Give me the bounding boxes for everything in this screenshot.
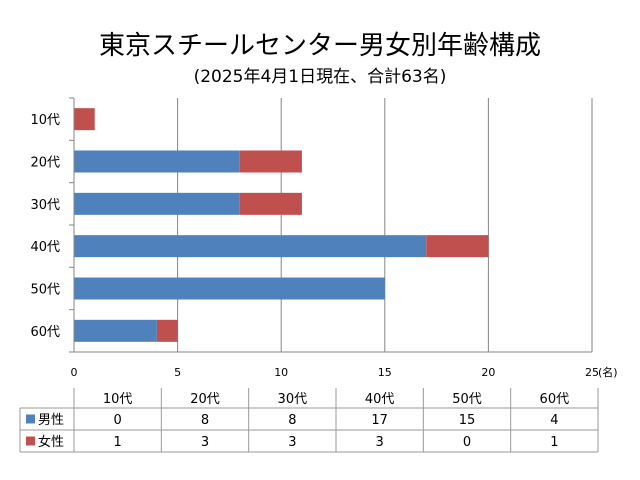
table-header-cell: 10代 [103, 392, 133, 407]
table-header-cell: 30代 [278, 392, 308, 407]
table-value-cell: 1 [550, 435, 558, 450]
legend-swatch-male [26, 414, 35, 424]
table-value-cell: 3 [376, 435, 384, 450]
legend-label: 男性 [38, 413, 64, 428]
x-tick-label: 25 [585, 366, 599, 379]
table-value-cell: 4 [550, 413, 558, 428]
bar-female [74, 108, 95, 131]
table-value-cell: 8 [288, 413, 296, 428]
table-value-cell: 0 [114, 413, 122, 428]
bar-male [74, 319, 157, 342]
y-category-label: 60代 [30, 325, 60, 340]
table-value-cell: 1 [114, 435, 122, 450]
x-tick-label: 15 [378, 366, 392, 379]
x-tick-label: 10 [274, 366, 288, 379]
chart-title: 東京スチールセンター男女別年齢構成 [98, 31, 541, 61]
y-category-label: 20代 [30, 156, 60, 171]
legend-swatch-female [26, 436, 35, 446]
bars [74, 108, 489, 342]
chart-subtitle: (2025年4月1日現在、合計63名) [193, 67, 447, 87]
legend-label: 女性 [38, 434, 64, 450]
x-unit-label: (名) [598, 365, 618, 379]
y-category-label: 40代 [30, 240, 60, 255]
bar-male [74, 150, 240, 173]
table-value-cell: 3 [288, 435, 296, 450]
table-value-cell: 8 [201, 413, 209, 428]
y-category-label: 10代 [30, 113, 60, 128]
bar-male [74, 277, 385, 300]
x-tick-label: 5 [174, 366, 181, 379]
table-header-cell: 20代 [190, 392, 220, 407]
y-category-label: 50代 [30, 283, 60, 298]
table-header-cell: 60代 [540, 392, 570, 407]
table-value-cell: 0 [463, 435, 471, 450]
bar-female [239, 150, 302, 173]
bar-male [74, 192, 240, 215]
bar-female [426, 235, 489, 258]
bar-male [74, 235, 427, 258]
x-tick-label: 0 [71, 366, 78, 379]
table-value-cell: 15 [459, 413, 476, 428]
y-category-label: 30代 [30, 198, 60, 213]
table-value-cell: 17 [371, 413, 388, 428]
x-tick-label: 20 [481, 366, 495, 379]
bar-female [239, 192, 302, 215]
table-value-cell: 3 [201, 435, 209, 450]
bar-female [156, 319, 178, 342]
table-header-cell: 50代 [452, 392, 482, 407]
table-header-cell: 40代 [365, 392, 395, 407]
gridlines [177, 98, 593, 352]
axes: 0 5 10 15 20 25 (名) 60代 50代 40代 30代 20代 10代 [30, 97, 618, 379]
